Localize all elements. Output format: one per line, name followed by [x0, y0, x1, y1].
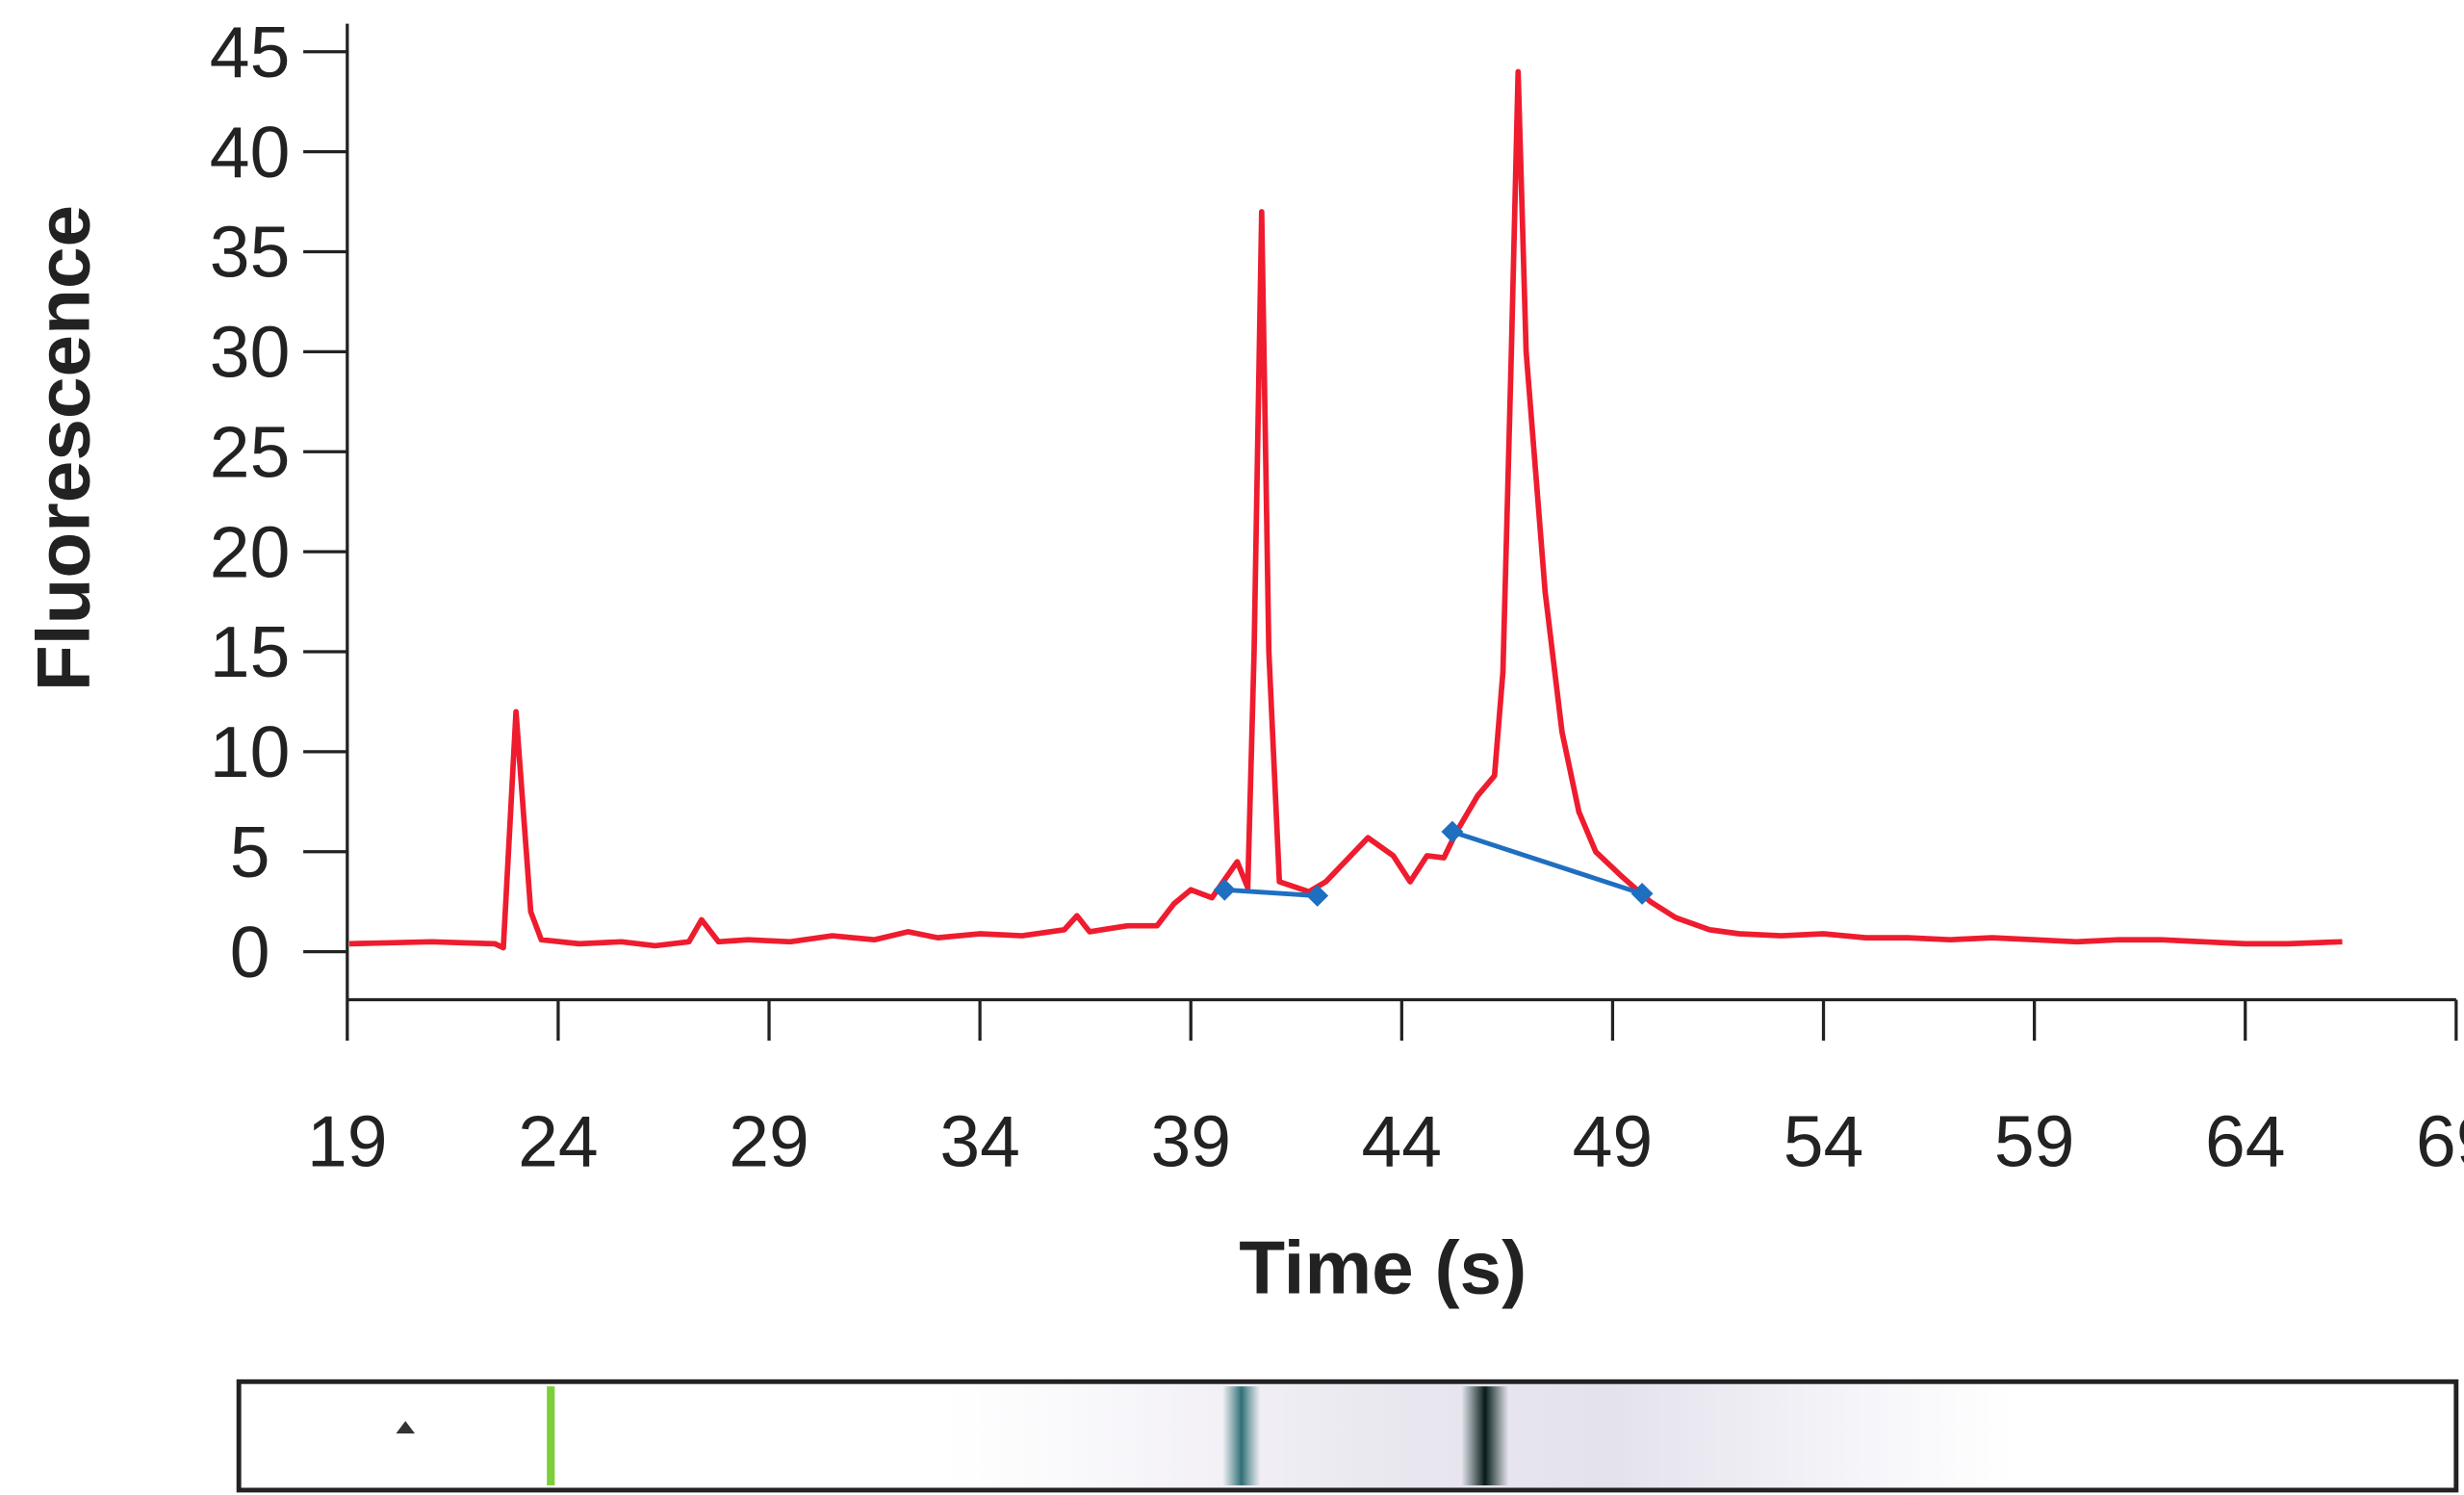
- x-tick-label: 49: [1573, 1101, 1654, 1182]
- x-axis-title: Time (s): [1239, 1224, 1527, 1309]
- y-tick-label: 25: [210, 411, 291, 492]
- y-tick-label: 0: [230, 912, 270, 992]
- y-tick-label: 20: [210, 511, 291, 592]
- y-tick-label: 45: [210, 12, 291, 92]
- series-line: [348, 68, 2343, 951]
- y-tick-label: 40: [210, 112, 291, 193]
- gel-strip: [236, 1379, 2459, 1493]
- x-tick-label: 69: [2416, 1101, 2464, 1182]
- marker: [1630, 882, 1654, 905]
- x-tick-label: 19: [307, 1101, 388, 1182]
- marker: [1213, 878, 1236, 901]
- y-tick-label: 5: [230, 812, 270, 892]
- x-tick-label: 54: [1784, 1101, 1864, 1182]
- x-tick-label: 64: [2205, 1101, 2286, 1182]
- y-tick-label: 10: [210, 711, 291, 792]
- y-axis-title: Fluorescence: [21, 205, 106, 691]
- marker: [1441, 820, 1464, 843]
- x-tick-label: 29: [729, 1101, 809, 1182]
- x-tick-label: 44: [1362, 1101, 1443, 1182]
- y-tick-label: 30: [210, 312, 291, 393]
- y-tick-label: 35: [210, 212, 291, 293]
- x-tick-label: 59: [1994, 1101, 2075, 1182]
- series-line: [1224, 829, 1643, 898]
- x-tick-label: 34: [939, 1101, 1020, 1182]
- x-tick-label: 39: [1150, 1101, 1231, 1182]
- marker: [1306, 885, 1329, 907]
- x-tick-label: 24: [518, 1101, 599, 1182]
- y-tick-label: 15: [210, 611, 291, 692]
